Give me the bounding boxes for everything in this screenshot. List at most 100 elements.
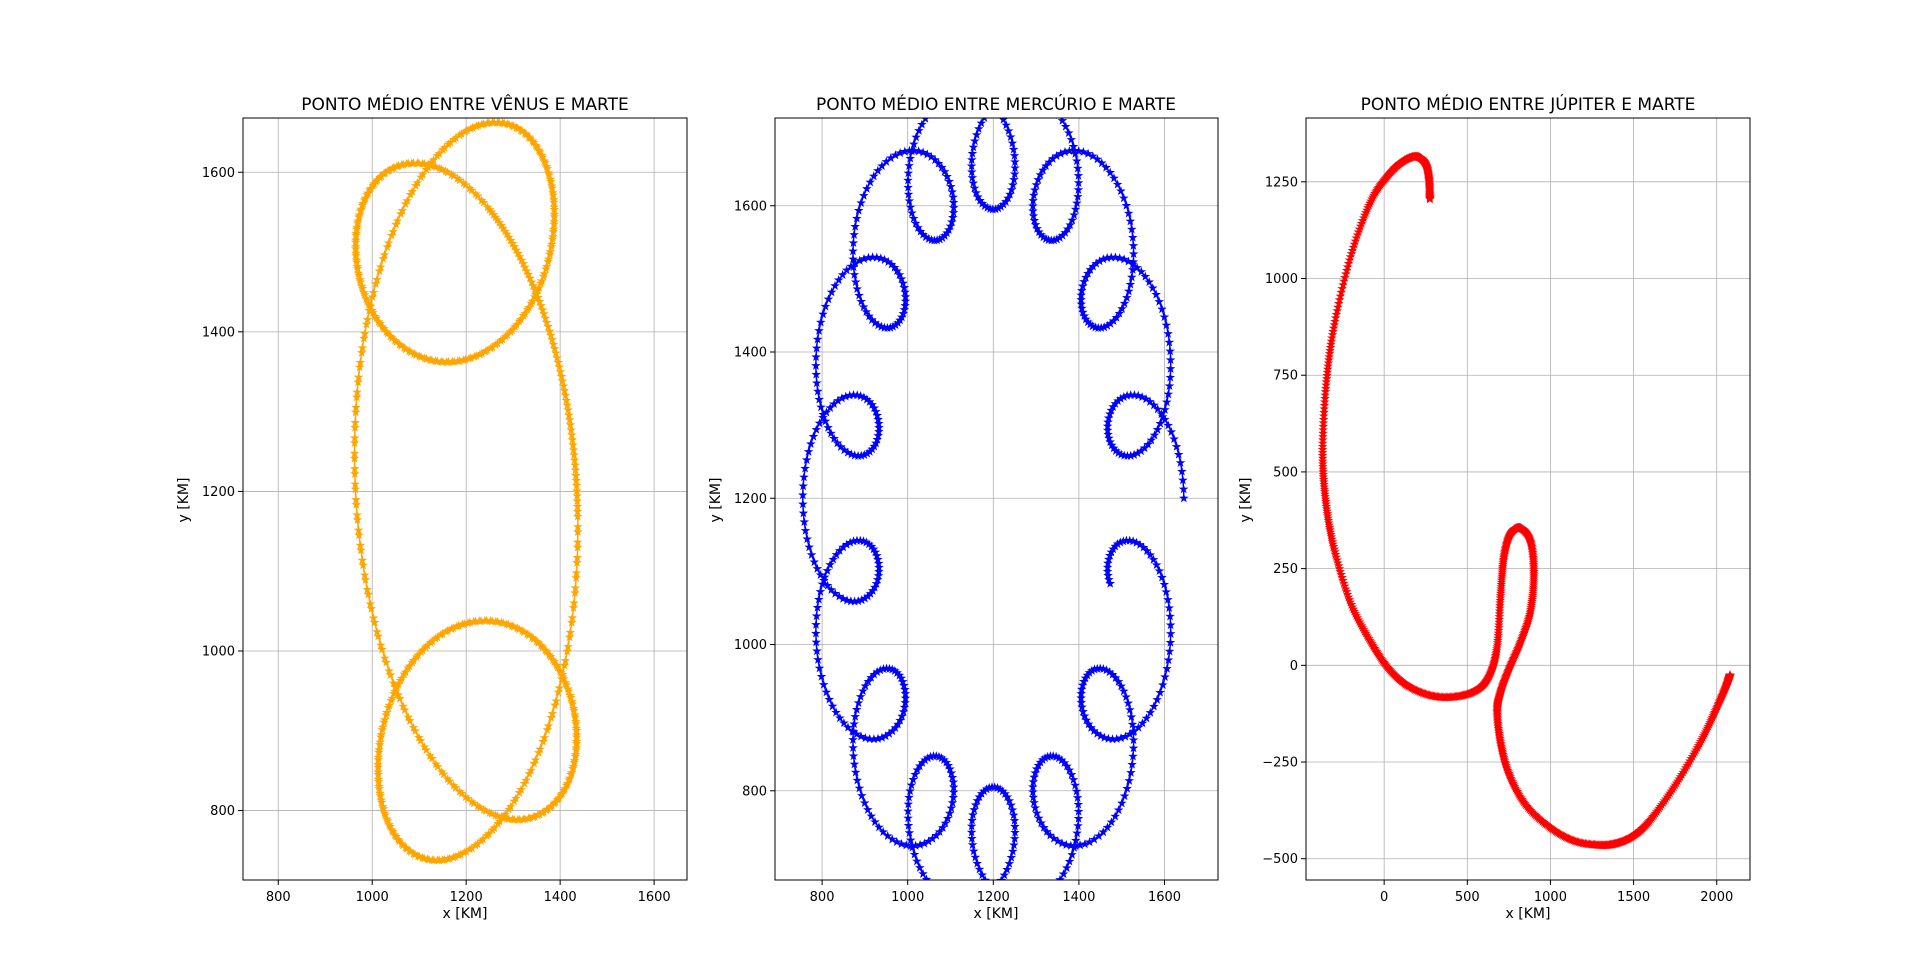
star-marker	[448, 852, 459, 862]
star-marker	[400, 842, 411, 852]
star-marker	[861, 537, 872, 547]
star-marker	[1004, 858, 1015, 868]
star-marker	[533, 747, 544, 757]
star-marker	[803, 446, 814, 456]
star-marker	[1078, 706, 1088, 716]
star-marker	[356, 204, 366, 214]
star-marker	[1152, 404, 1163, 414]
star-marker	[1019, 899, 1029, 908]
star-marker	[1009, 815, 1020, 825]
star-marker	[859, 798, 870, 808]
star-marker	[837, 393, 847, 403]
star-marker	[390, 830, 400, 840]
star-marker	[947, 797, 958, 807]
star-marker	[1063, 128, 1074, 138]
star-marker	[350, 479, 360, 489]
star-marker	[1141, 713, 1152, 723]
star-marker	[564, 775, 574, 785]
star-marker	[874, 426, 884, 436]
star-marker	[353, 377, 363, 387]
star-marker	[1110, 541, 1120, 551]
star-marker	[356, 545, 366, 555]
y-tick-label: 1200	[734, 492, 767, 507]
star-marker	[431, 162, 441, 172]
y-tick-label: 1250	[1265, 175, 1298, 190]
star-marker	[551, 348, 561, 358]
star-marker	[834, 545, 845, 555]
star-marker	[453, 620, 464, 630]
axes: 800 1000 1200 1400 1600 800 1000 1200 1400 1600	[202, 117, 688, 905]
star-marker	[1077, 702, 1087, 712]
star-marker	[948, 197, 959, 207]
star-marker	[372, 274, 382, 284]
star-marker	[812, 646, 822, 656]
star-marker	[1088, 261, 1098, 271]
star-marker	[1096, 322, 1106, 332]
star-marker	[1024, 898, 1034, 907]
star-marker	[419, 742, 430, 752]
star-marker	[501, 331, 511, 341]
star-marker	[822, 565, 833, 575]
star-marker	[930, 879, 931, 880]
star-marker	[944, 224, 954, 234]
star-marker	[1344, 594, 1355, 604]
star-marker	[570, 751, 581, 761]
star-marker	[1342, 262, 1353, 272]
star-marker	[1072, 792, 1083, 802]
star-marker	[382, 814, 392, 824]
star-marker	[567, 430, 577, 440]
star-marker	[351, 255, 362, 265]
star-marker	[908, 213, 919, 223]
star-marker	[1073, 820, 1083, 830]
star-marker	[856, 595, 867, 605]
star-marker	[1029, 772, 1039, 782]
star-marker	[828, 554, 838, 564]
star-marker	[443, 625, 453, 635]
star-marker	[816, 671, 827, 681]
star-marker	[572, 557, 582, 567]
star-marker	[1094, 831, 1104, 841]
star-marker	[564, 632, 575, 642]
star-marker	[1165, 620, 1176, 630]
star-marker	[861, 306, 872, 316]
star-marker	[1079, 711, 1090, 721]
star-marker	[1105, 578, 1115, 588]
star-marker	[572, 552, 583, 562]
star-marker	[527, 296, 538, 306]
star-marker	[1103, 570, 1113, 580]
star-marker	[494, 118, 504, 127]
star-marker	[1159, 579, 1170, 589]
star-marker	[976, 118, 987, 128]
star-marker	[464, 353, 474, 363]
star-marker	[968, 810, 978, 820]
star-marker	[1128, 751, 1138, 761]
star-marker	[543, 256, 553, 266]
star-marker	[1047, 885, 1057, 894]
series-line	[1321, 155, 1731, 847]
star-marker	[1155, 418, 1165, 428]
star-marker	[1119, 686, 1129, 696]
star-marker	[841, 539, 852, 549]
star-marker	[349, 463, 360, 473]
star-marker	[1076, 697, 1087, 707]
star-marker	[1363, 202, 1373, 212]
star-marker	[809, 557, 820, 567]
star-marker	[448, 780, 459, 790]
star-marker	[819, 572, 830, 582]
star-marker	[489, 823, 499, 833]
star-marker	[1345, 597, 1356, 607]
star-marker	[349, 453, 360, 463]
star-marker	[909, 139, 919, 149]
star-marker	[476, 836, 486, 846]
star-marker	[1116, 681, 1126, 691]
star-marker	[484, 204, 495, 214]
star-marker	[1340, 272, 1350, 282]
star-marker	[572, 537, 583, 547]
star-marker	[830, 588, 840, 598]
star-marker	[1158, 680, 1168, 690]
star-marker	[1365, 635, 1375, 645]
star-marker	[1358, 213, 1369, 223]
star-marker	[1082, 670, 1093, 680]
star-marker	[460, 179, 471, 189]
star-marker	[811, 369, 821, 379]
